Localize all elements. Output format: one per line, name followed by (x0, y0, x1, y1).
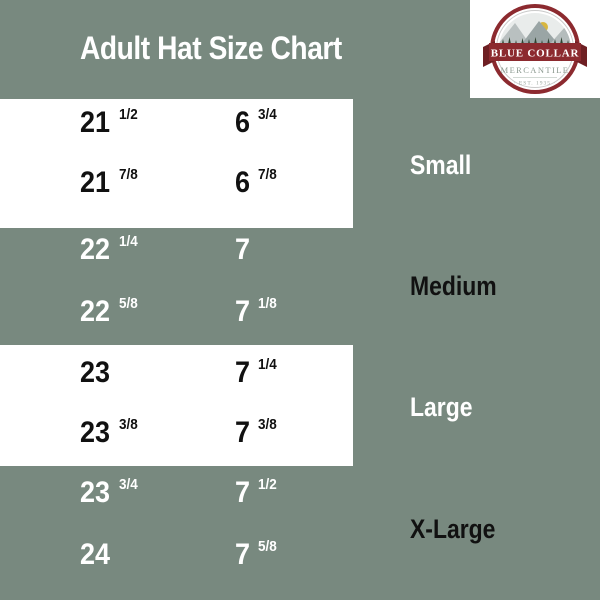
cell-hat-size: 7 (235, 235, 258, 265)
table-row: 23 3/8 7 3/8 (0, 416, 600, 478)
brand-logo: BLUE COLLAR MERCANTILE · EST. 1935 · (470, 0, 600, 98)
inches-whole: 23 (80, 416, 111, 449)
cell-inches: 24 (80, 540, 119, 570)
cell-inches: 23 3/4 (80, 476, 140, 509)
hat-whole: 7 (235, 356, 251, 389)
table-row: 21 1/2 6 3/4 (0, 106, 600, 168)
svg-text:BLUE COLLAR: BLUE COLLAR (491, 48, 580, 60)
hat-whole: 6 (235, 166, 251, 199)
cell-inches: 23 3/8 (80, 416, 140, 449)
hat-whole: 7 (235, 538, 251, 571)
hat-whole: 7 (235, 233, 251, 266)
inches-whole: 22 (80, 233, 111, 266)
svg-text:MERCANTILE: MERCANTILE (501, 65, 570, 75)
hat-fraction: 3/8 (257, 416, 277, 433)
hat-whole: 7 (235, 295, 251, 328)
table-row: 22 5/8 7 1/8 (0, 295, 600, 357)
cell-hat-size: 7 5/8 (235, 538, 279, 571)
inches-fraction: 1/4 (119, 233, 139, 250)
cell-hat-size: 7 1/8 (235, 295, 279, 328)
cell-hat-size: 6 7/8 (235, 166, 279, 199)
blue-collar-mercantile-logo-icon: BLUE COLLAR MERCANTILE · EST. 1935 · (483, 4, 587, 94)
cell-inches: 22 1/4 (80, 233, 140, 266)
inches-fraction: 1/2 (119, 106, 139, 123)
hat-fraction: 3/4 (257, 106, 277, 123)
inches-fraction: 3/4 (119, 476, 139, 493)
inches-fraction: 3/8 (119, 416, 139, 433)
size-label-medium: Medium (410, 271, 497, 301)
cell-inches: 22 5/8 (80, 295, 140, 328)
inches-whole: 24 (80, 538, 111, 571)
cell-hat-size: 7 1/4 (235, 356, 279, 389)
inches-whole: 21 (80, 106, 111, 139)
cell-hat-size: 7 3/8 (235, 416, 279, 449)
cell-inches: 23 (80, 358, 119, 388)
table-row: 23 3/4 7 1/2 (0, 476, 600, 538)
cell-inches: 21 1/2 (80, 106, 140, 139)
hat-fraction: 7/8 (257, 166, 277, 183)
hat-whole: 6 (235, 106, 251, 139)
size-label-large: Large (410, 392, 473, 422)
hat-fraction: 1/8 (257, 295, 277, 312)
hat-whole: 7 (235, 476, 251, 509)
size-label-small: Small (410, 150, 472, 180)
hat-fraction: 1/2 (257, 476, 277, 493)
hat-whole: 7 (235, 416, 251, 449)
hat-fraction: 5/8 (257, 538, 277, 555)
inches-whole: 23 (80, 356, 111, 389)
band-small (0, 99, 353, 228)
table-row: 21 7/8 6 7/8 (0, 166, 600, 228)
hat-fraction: 1/4 (257, 356, 277, 373)
inches-whole: 23 (80, 476, 111, 509)
svg-text:· EST. 1935 ·: · EST. 1935 · (514, 81, 557, 87)
table-row: 24 7 5/8 (0, 538, 600, 600)
inches-fraction: 7/8 (119, 166, 139, 183)
page-title: Adult Hat Size Chart (80, 30, 342, 66)
table-row: 22 1/4 7 (0, 233, 600, 295)
inches-whole: 21 (80, 166, 111, 199)
table-row: 23 7 1/4 (0, 356, 600, 418)
inches-fraction: 5/8 (119, 295, 139, 312)
inches-whole: 22 (80, 295, 111, 328)
cell-hat-size: 7 1/2 (235, 476, 279, 509)
size-label-xlarge: X-Large (410, 514, 496, 544)
cell-inches: 21 7/8 (80, 166, 140, 199)
band-large (0, 345, 353, 466)
cell-hat-size: 6 3/4 (235, 106, 279, 139)
